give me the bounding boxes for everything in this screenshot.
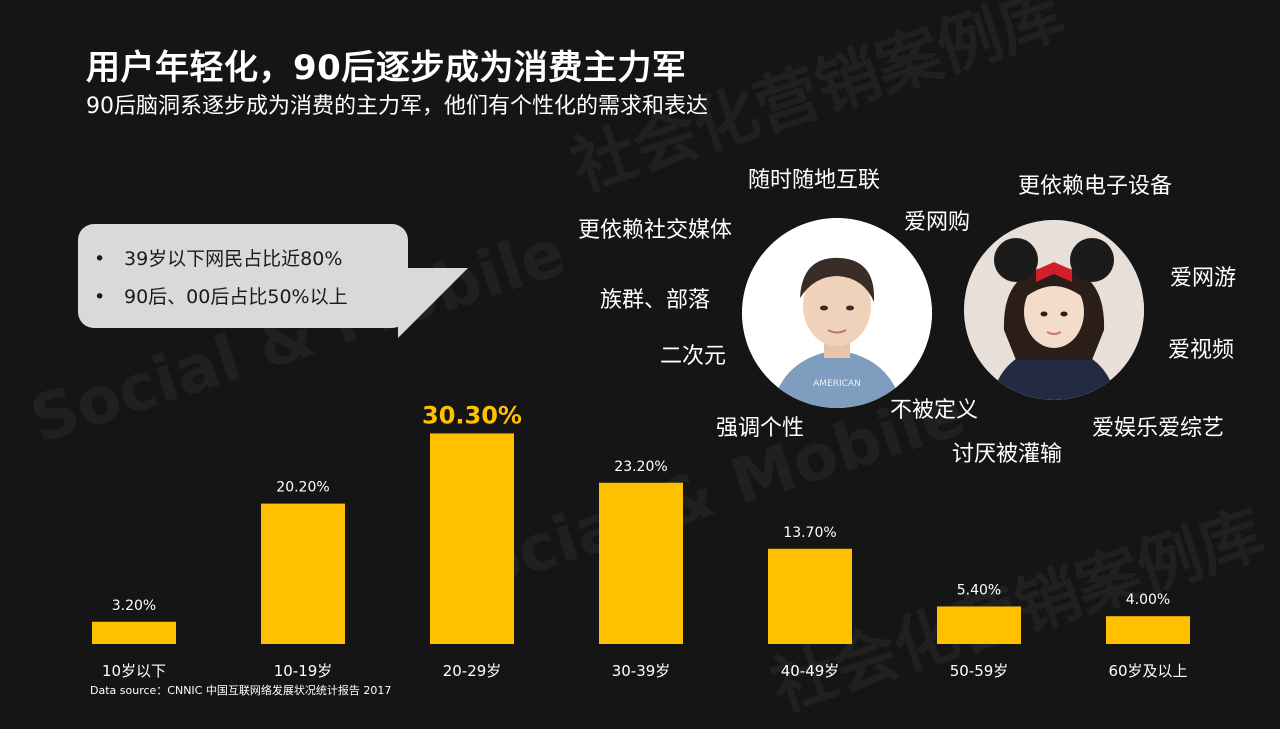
data-source: Data source：CNNIC 中国互联网络发展状况统计报告 2017: [90, 684, 392, 697]
callout-bullet: 90后、00后占比50%以上: [94, 282, 348, 309]
category-label: 50-59岁: [950, 662, 1009, 680]
callout-bullet: 39岁以下网民占比近80%: [94, 244, 342, 271]
trait-tag: 族群、部落: [600, 288, 711, 313]
category-label: 20-29岁: [443, 662, 502, 680]
trait-tag: 不被定义: [890, 398, 979, 423]
trait-tag: 爱网游: [1170, 266, 1237, 291]
data-label: 5.40%: [957, 582, 1001, 598]
trait-tag: 强调个性: [716, 416, 805, 441]
data-label: 30.30%: [422, 401, 522, 429]
category-label: 30-39岁: [612, 662, 671, 680]
page-subtitle: 90后脑洞系逐步成为消费的主力军，他们有个性化的需求和表达: [86, 94, 708, 119]
bar: [261, 503, 345, 644]
male-avatar-icon: AMERICAN: [742, 218, 932, 408]
data-label: 23.20%: [614, 459, 667, 475]
category-label: 60岁及以上: [1108, 662, 1187, 680]
callout-tail: [398, 268, 468, 338]
trait-tag: 爱视频: [1168, 338, 1235, 363]
category-label: 10-19岁: [274, 662, 333, 680]
bar: [1106, 616, 1190, 644]
bar: [92, 621, 176, 644]
data-label: 4.00%: [1126, 592, 1170, 608]
svg-text:AMERICAN: AMERICAN: [813, 379, 861, 389]
callout-box: 39岁以下网民占比近80% 90后、00后占比50%以上: [78, 224, 408, 328]
trait-tag: 二次元: [660, 344, 727, 369]
trait-tag: 更依赖电子设备: [1018, 174, 1173, 199]
bar: [599, 482, 683, 644]
category-label: 10岁以下: [102, 662, 166, 680]
trait-tag: 爱娱乐爱综艺: [1092, 416, 1225, 441]
bar: [937, 606, 1021, 644]
data-label: 3.20%: [112, 598, 156, 614]
female-avatar-icon: [964, 220, 1144, 400]
data-label: 20.20%: [276, 480, 329, 496]
bar: [768, 548, 852, 644]
page-title: 用户年轻化，90后逐步成为消费主力军: [86, 48, 687, 88]
trait-tag: 讨厌被灌输: [952, 442, 1063, 467]
category-label: 40-49岁: [781, 662, 840, 680]
trait-tag: 爱网购: [904, 210, 971, 235]
trait-tag: 随时随地互联: [748, 168, 881, 193]
data-label: 13.70%: [783, 525, 836, 541]
trait-tag: 更依赖社交媒体: [578, 218, 733, 243]
bar: [430, 433, 514, 644]
